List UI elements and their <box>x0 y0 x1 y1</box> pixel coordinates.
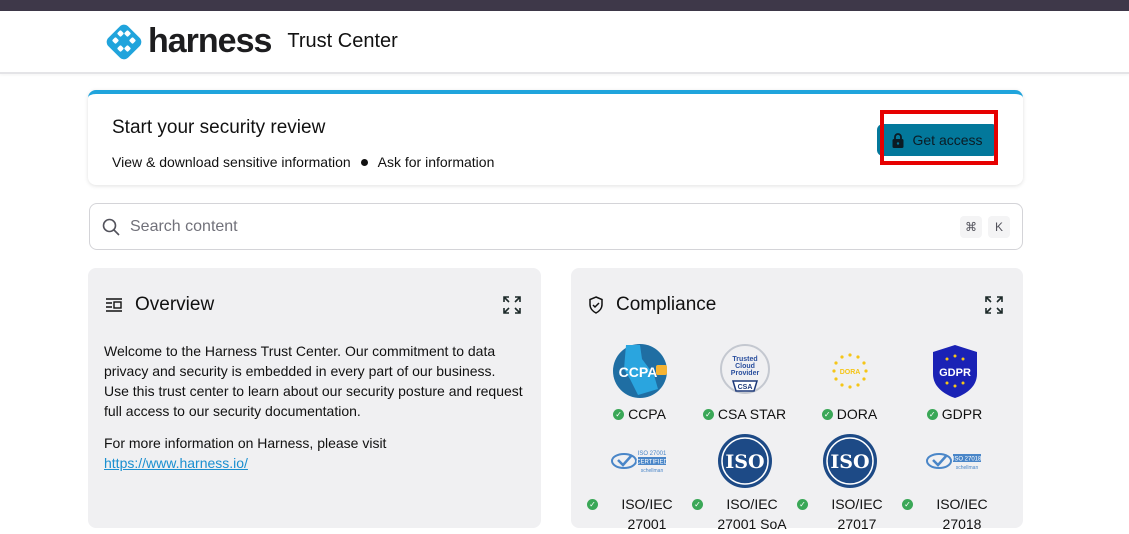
svg-text:CSA: CSA <box>737 384 752 391</box>
svg-text:schellman: schellman <box>955 465 978 471</box>
harness-website-link[interactable]: https://www.harness.io/ <box>104 455 248 471</box>
check-circle-icon: ✓ <box>902 499 913 510</box>
certification-badge-icon: ISO <box>717 430 773 492</box>
compliance-label: ISO/IEC 27018 <box>936 496 988 532</box>
svg-text:ISO: ISO <box>830 451 869 473</box>
lock-icon <box>892 132 904 148</box>
compliance-card: Compliance CCPA ✓ CCPA Trusted Cloud Provider… <box>571 268 1023 532</box>
overview-paragraph: Welcome to the Harness Trust Center. Our… <box>104 343 523 419</box>
search-input[interactable] <box>130 217 960 236</box>
overview-card: Overview Welcome to the Harness Trust Ce… <box>88 268 541 528</box>
harness-logo[interactable]: harness <box>104 22 272 62</box>
compliance-item[interactable]: GDPR ✓ GDPR <box>902 340 1007 424</box>
overview-icon <box>106 298 122 312</box>
compliance-item[interactable]: DORA ✓ DORA <box>797 340 902 424</box>
svg-text:schellman: schellman <box>640 468 663 474</box>
certification-badge-icon: DORA <box>822 340 878 402</box>
compliance-label: ISO/IEC 27017 <box>831 496 883 532</box>
harness-logo-icon <box>106 24 142 59</box>
compliance-item[interactable]: CCPA ✓ CCPA <box>587 340 692 424</box>
certification-badge-icon: Trusted Cloud Provider CSA <box>717 340 773 402</box>
svg-text:CCPA: CCPA <box>618 364 657 380</box>
compliance-label: CSA STAR <box>717 406 787 422</box>
check-circle-icon: ✓ <box>613 409 625 420</box>
compliance-grid: CCPA ✓ CCPA Trusted Cloud Provider CSA ✓ CSA STA… <box>587 340 1007 534</box>
compliance-label: CCPA <box>628 406 666 422</box>
bullet-icon <box>360 158 368 166</box>
check-circle-icon: ✓ <box>692 499 703 510</box>
browser-top-bar <box>0 0 1129 11</box>
svg-text:CERTIFIED: CERTIFIED <box>636 460 668 466</box>
expand-icon[interactable] <box>503 296 521 314</box>
banner-title: Start your security review <box>112 117 326 138</box>
check-circle-icon: ✓ <box>702 409 714 420</box>
svg-text:Provider: Provider <box>730 370 759 377</box>
banner-item: Ask for information <box>377 154 495 170</box>
get-access-button[interactable]: Get access <box>877 124 998 156</box>
svg-text:Trusted: Trusted <box>732 356 757 363</box>
svg-text:ISO 27001: ISO 27001 <box>637 451 666 457</box>
check-circle-icon: ✓ <box>587 499 598 510</box>
expand-icon[interactable] <box>985 296 1003 314</box>
page-title: Trust Center <box>287 30 398 52</box>
compliance-label: GDPR <box>941 406 983 422</box>
get-access-label: Get access <box>912 132 983 148</box>
security-review-banner: Start your security review View & downlo… <box>88 90 1023 185</box>
compliance-label: DORA <box>836 406 878 422</box>
svg-text:ISO: ISO <box>725 451 764 473</box>
search-bar[interactable]: ⌘ K <box>89 203 1023 250</box>
svg-text:GDPR: GDPR <box>939 367 971 379</box>
certification-badge-icon: ISO <box>822 430 878 492</box>
compliance-item[interactable]: ISO 27018 schellman ✓ ISO/IEC 27018 <box>902 430 1007 534</box>
certification-badge-icon: ISO 27001 CERTIFIED schellman <box>610 430 670 492</box>
certification-badge-icon: ISO 27018 schellman <box>925 430 985 492</box>
shortcut-key: K <box>988 215 1010 238</box>
compliance-item[interactable]: Trusted Cloud Provider CSA ✓ CSA STAR <box>692 340 797 424</box>
compliance-item[interactable]: ISO 27001 CERTIFIED schellman ✓ ISO/IEC 2700… <box>587 430 692 534</box>
overview-paragraph: For more information on Harness, please … <box>104 435 387 451</box>
compliance-title: Compliance <box>616 294 717 315</box>
site-header: harness Trust Center <box>0 11 1129 74</box>
check-circle-icon: ✓ <box>926 409 938 420</box>
banner-item: View & download sensitive information <box>112 154 351 170</box>
check-circle-icon: ✓ <box>797 499 808 510</box>
svg-text:DORA: DORA <box>839 369 860 376</box>
brand-name: harness <box>148 22 272 60</box>
compliance-label: ISO/IEC 27001 <box>621 496 673 532</box>
certification-badge-icon: CCPA <box>612 340 668 402</box>
compliance-item[interactable]: ISO ✓ ISO/IEC 27001 SoA <box>692 430 797 534</box>
compliance-label: ISO/IEC 27001 SoA <box>717 496 787 532</box>
svg-text:Cloud: Cloud <box>735 363 755 370</box>
search-icon <box>102 218 120 236</box>
shield-check-icon <box>589 296 603 314</box>
shortcut-key: ⌘ <box>960 215 982 238</box>
check-circle-icon: ✓ <box>821 409 833 420</box>
certification-badge-icon: GDPR <box>927 340 983 402</box>
overview-title: Overview <box>135 294 215 315</box>
svg-text:ISO 27018: ISO 27018 <box>952 457 981 463</box>
compliance-item[interactable]: ISO ✓ ISO/IEC 27017 <box>797 430 902 534</box>
